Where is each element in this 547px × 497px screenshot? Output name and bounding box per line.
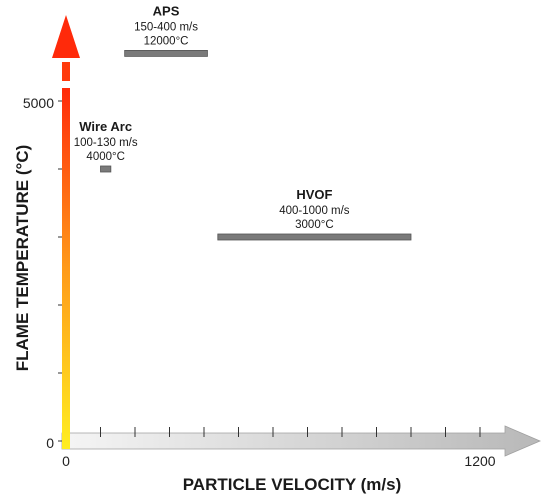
aps-velocity-label: 150-400 m/s bbox=[134, 21, 198, 33]
hvof-label: HVOF bbox=[296, 187, 332, 202]
wire-arc-velocity-label: 100-130 m/s bbox=[74, 137, 138, 149]
hvof-velocity-label: 400-1000 m/s bbox=[279, 205, 350, 217]
wire-arc-label: Wire Arc bbox=[79, 119, 132, 134]
x-axis-arrow bbox=[61, 425, 542, 457]
y-axis-arrowhead bbox=[52, 15, 80, 58]
hvof-temperature-label: 3000°C bbox=[295, 219, 334, 231]
x-tick-label-0: 0 bbox=[62, 453, 70, 469]
x-tick-label-1200: 1200 bbox=[464, 453, 495, 469]
bars bbox=[100, 50, 412, 241]
y-tick-label-0: 0 bbox=[46, 435, 54, 451]
x-axis-title: PARTICLE VELOCITY (m/s) bbox=[183, 475, 402, 494]
y-axis-bar bbox=[62, 88, 70, 449]
y-axis-title: FLAME TEMPERATURE (°C) bbox=[13, 145, 32, 372]
wire-arc-temperature-label: 4000°C bbox=[86, 151, 125, 163]
wire-arc-bar bbox=[100, 165, 112, 173]
y-tick-label-5000: 5000 bbox=[23, 95, 54, 111]
bar-labels: Wire Arc 100-130 m/s 4000°C APS 150-400 m/s 1… bbox=[74, 3, 350, 231]
aps-bar bbox=[124, 50, 208, 57]
hvof-bar bbox=[217, 233, 412, 241]
x-ticks bbox=[100, 427, 481, 437]
y-axis-arrow-stem bbox=[62, 62, 70, 81]
y-ticks bbox=[58, 100, 62, 442]
aps-label: APS bbox=[153, 3, 180, 18]
aps-temperature-label: 12000°C bbox=[144, 35, 189, 47]
